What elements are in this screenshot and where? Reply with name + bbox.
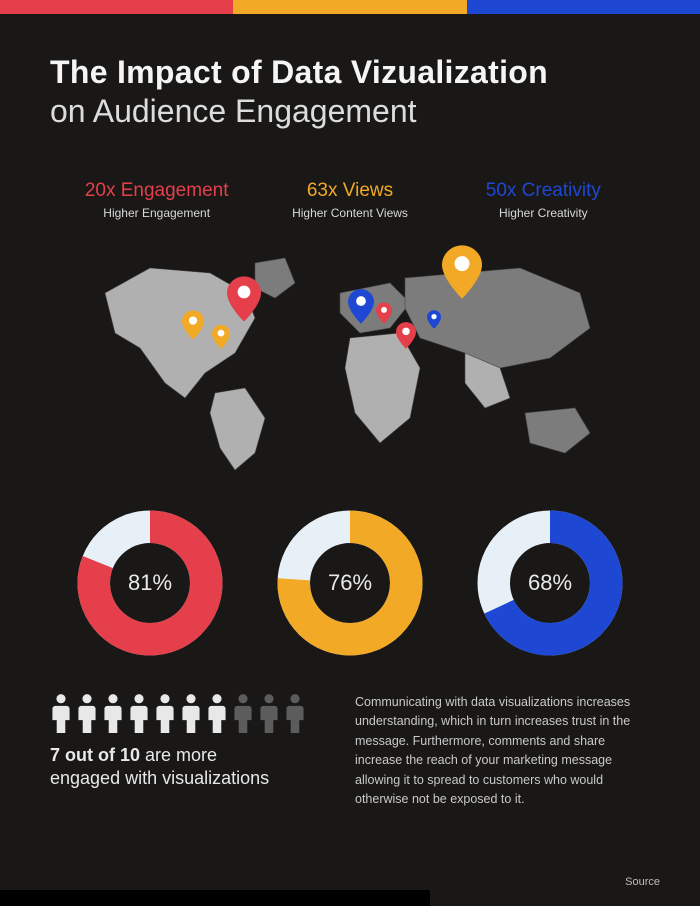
top-color-stripes <box>0 0 700 14</box>
world-map <box>70 248 630 478</box>
map-pin-icon <box>212 325 230 349</box>
map-pin-icon <box>376 302 392 324</box>
title-line1: The Impact of Data Vizualization <box>50 54 650 91</box>
donut-label: 76% <box>275 508 425 658</box>
map-pin-icon <box>182 310 204 340</box>
map-pin-icon <box>348 289 374 324</box>
stripe-yellow <box>233 0 466 14</box>
donut-68: 68% <box>475 508 625 658</box>
people-text-bold: 7 out of 10 <box>50 745 140 765</box>
stat-headline: 63x Views <box>253 180 446 202</box>
person-icon <box>284 693 306 738</box>
donut-label: 81% <box>75 508 225 658</box>
stat-sub: Higher Content Views <box>253 206 446 220</box>
map-pin-icon <box>427 310 441 329</box>
body-paragraph: Communicating with data visualizations i… <box>355 693 650 809</box>
donut-label: 68% <box>475 508 625 658</box>
person-icon <box>206 693 228 738</box>
title-block: The Impact of Data Vizualization on Audi… <box>0 14 700 150</box>
bottom-row: 7 out of 10 are moreengaged with visuali… <box>0 668 700 819</box>
people-block: 7 out of 10 are moreengaged with visuali… <box>50 693 330 809</box>
people-text: 7 out of 10 are moreengaged with visuali… <box>50 744 330 789</box>
stats-row: 20x Engagement Higher Engagement 63x Vie… <box>0 150 700 230</box>
map-pin-icon <box>442 245 482 299</box>
map-pin-icon <box>396 322 416 349</box>
person-icon <box>258 693 280 738</box>
person-icon <box>50 693 72 738</box>
people-icons <box>50 693 330 738</box>
footer-bar <box>0 890 430 906</box>
person-icon <box>128 693 150 738</box>
stat-headline: 50x Creativity <box>447 180 640 202</box>
person-icon <box>102 693 124 738</box>
person-icon <box>180 693 202 738</box>
stripe-red <box>0 0 233 14</box>
source-label: Source <box>625 876 660 888</box>
stripe-blue <box>467 0 700 14</box>
donut-76: 76% <box>275 508 425 658</box>
title-line2: on Audience Engagement <box>50 93 650 130</box>
stat-sub: Higher Creativity <box>447 206 640 220</box>
person-icon <box>154 693 176 738</box>
stat-views: 63x Views Higher Content Views <box>253 180 446 220</box>
stat-engagement: 20x Engagement Higher Engagement <box>60 180 253 220</box>
stat-sub: Higher Engagement <box>60 206 253 220</box>
world-map-svg <box>70 248 630 478</box>
person-icon <box>232 693 254 738</box>
map-pin-icon <box>227 276 261 322</box>
person-icon <box>76 693 98 738</box>
donut-row: 81% 76% 68% <box>0 488 700 668</box>
stat-creativity: 50x Creativity Higher Creativity <box>447 180 640 220</box>
donut-81: 81% <box>75 508 225 658</box>
stat-headline: 20x Engagement <box>60 180 253 202</box>
